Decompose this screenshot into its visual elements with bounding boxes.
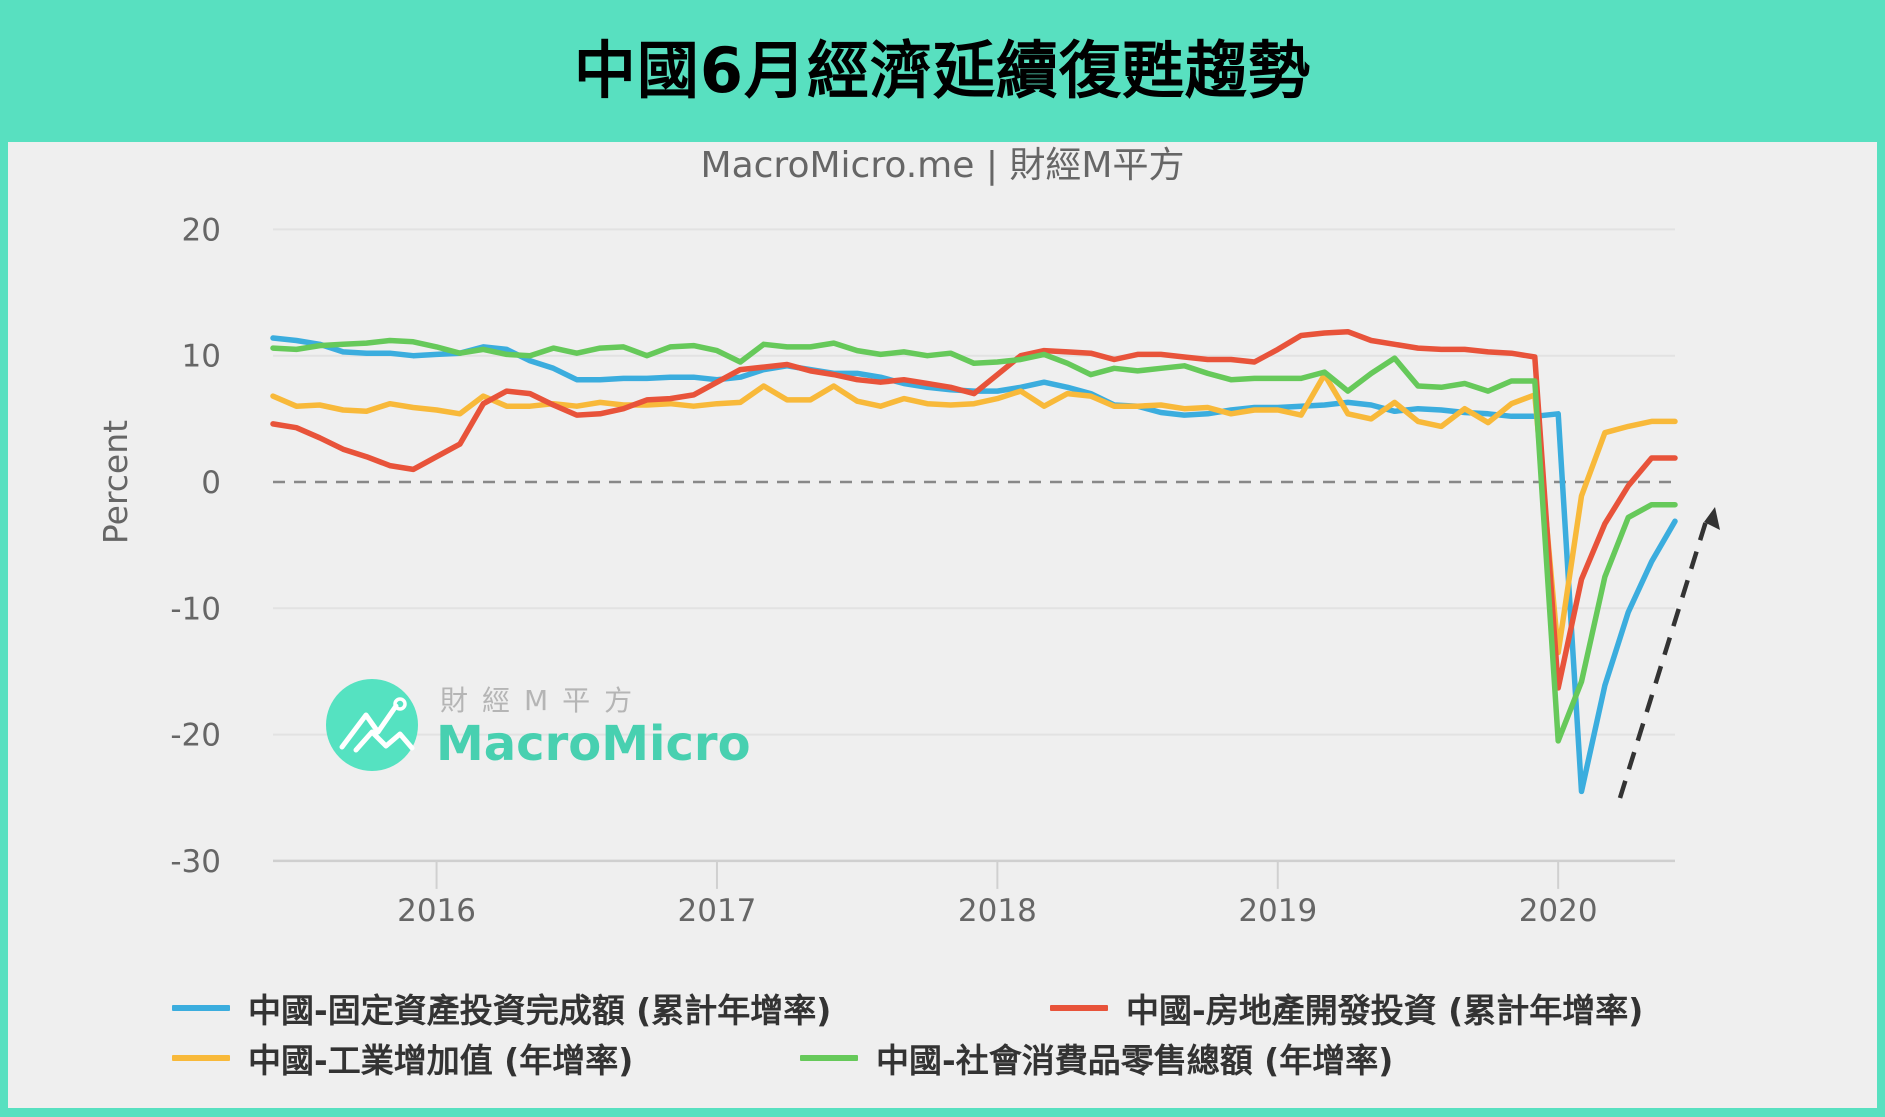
x-tick-label: 2018 [958,893,1037,929]
y-tick-label: -20 [170,718,221,754]
watermark-cn: 財經M平方 [440,684,646,717]
series-line [270,328,1678,691]
y-tick-label: -30 [170,844,221,880]
legend-item-fixed-asset-investment[interactable]: 中國-固定資產投資完成額 (累計年增率) [172,984,831,1032]
legend-swatch-yellow [172,1055,230,1061]
chart-subtitle: MacroMicro.me | 財經M平方 [700,145,1185,186]
x-tick-label: 2019 [1238,893,1317,929]
y-tick-label: 10 [182,339,221,375]
macromicro-logo-icon [326,679,418,771]
page-title: 中國6月經濟延續復甦趨勢 [573,34,1312,107]
watermark-en: MacroMicro [436,716,751,772]
legend-label: 中國-固定資產投資完成額 (累計年增率) [248,991,832,1030]
legend-label: 中國-房地產開發投資 (累計年增率) [1126,991,1644,1030]
line-chart: 20 10 0 -10 -20 -30 2016 2017 2018 2019 2020 Perc… [96,212,1720,929]
legend-swatch-blue [172,1005,230,1011]
x-tick-label: 2020 [1519,893,1598,929]
chart-card: MacroMicro.me | 財經M平方 20 10 0 -10 -20 -30 201… [8,142,1877,1108]
legend-label: 中國-工業增加值 (年增率) [248,1041,634,1080]
y-tick-label: -10 [170,591,221,627]
header-banner: 中國6月經濟延續復甦趨勢 [0,0,1885,142]
x-axis: 2016 2017 2018 2019 2020 [397,860,1598,929]
series-line [270,337,1678,744]
legend-item-industrial-value-added[interactable]: 中國-工業增加值 (年增率) [172,1034,633,1082]
x-tick-label: 2017 [678,893,757,929]
legend-swatch-green [800,1055,858,1061]
legend-item-real-estate-investment[interactable]: 中國-房地產開發投資 (累計年增率) [1050,984,1643,1032]
series-lines [270,328,1678,795]
series-line [270,371,1678,656]
y-axis-label: Percent [96,420,135,544]
x-tick-label: 2016 [397,893,476,929]
y-axis: 20 10 0 -10 -20 -30 [170,212,221,880]
legend-label: 中國-社會消費品零售總額 (年增率) [876,1041,1394,1080]
arrow-head-icon [1704,507,1720,530]
legend-item-retail-sales[interactable]: 中國-社會消費品零售總額 (年增率) [800,1034,1393,1082]
legend-swatch-red [1050,1005,1108,1011]
y-tick-label: 0 [201,465,221,501]
recovery-arrow [1617,507,1720,799]
y-tick-label: 20 [182,212,221,248]
watermark: 財經M平方 MacroMicro [326,679,751,772]
